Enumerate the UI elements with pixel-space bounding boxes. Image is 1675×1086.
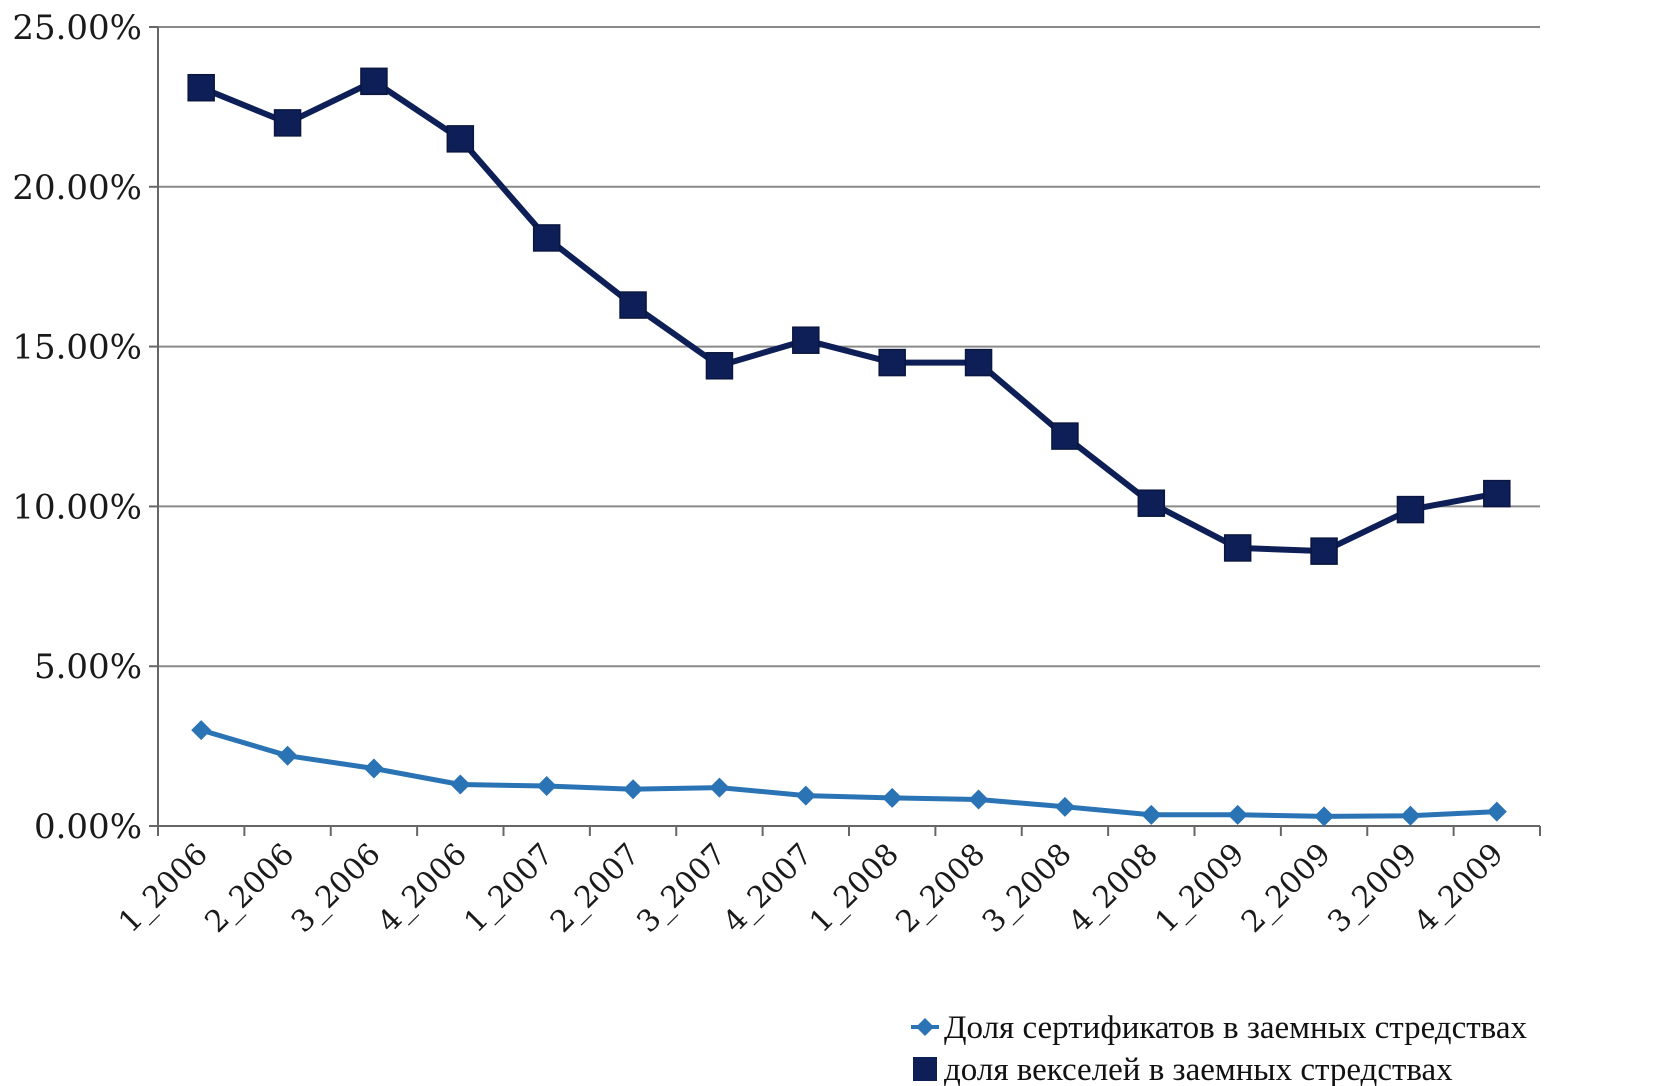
- data-point: [709, 777, 730, 798]
- x-tick-label: 2_2009: [1235, 837, 1338, 940]
- gridlines: [158, 26, 1540, 668]
- y-tick-label: 5.00%: [34, 647, 142, 687]
- legend-item: доля векселей в заемных стредствах: [913, 1052, 1453, 1086]
- legend-label: доля векселей в заемных стредствах: [944, 1052, 1453, 1086]
- x-tick-label: 1_2008: [803, 837, 906, 940]
- x-tick-label: 3_2006: [285, 837, 388, 940]
- data-point: [1223, 534, 1252, 562]
- axes: [157, 27, 1540, 827]
- series-line: [200, 727, 1497, 819]
- y-tick-label: 0.00%: [34, 807, 142, 847]
- data-point: [446, 125, 475, 153]
- data-point: [882, 787, 903, 808]
- data-point: [964, 348, 993, 377]
- legend-swatch-marker: [916, 1018, 934, 1036]
- x-tick-label: 2_2007: [544, 837, 647, 940]
- data-point: [1400, 805, 1421, 826]
- data-point: [968, 789, 989, 810]
- data-point: [1137, 489, 1166, 517]
- x-tick-label: 3_2008: [976, 837, 1079, 940]
- x-tick-label: 1_2006: [112, 837, 215, 940]
- data-point: [1227, 804, 1248, 825]
- legend-label: Доля сертификатов в заемных стредствах: [944, 1010, 1527, 1046]
- series-2: [187, 67, 1511, 565]
- series-1: [191, 720, 1507, 827]
- data-point: [1396, 495, 1425, 524]
- data-point: [1310, 537, 1338, 565]
- data-point: [273, 109, 302, 137]
- data-point: [277, 745, 298, 766]
- series-line: [200, 78, 1498, 555]
- data-point: [1483, 479, 1511, 508]
- x-tick-label: 2_2008: [889, 837, 992, 940]
- data-point: [536, 776, 557, 797]
- x-tick-label: 1_2007: [458, 837, 561, 940]
- y-tick-label: 10.00%: [12, 487, 142, 527]
- y-axis-ticks: 0.00% 5.00% 10.00% 15.00% 20.00% 25.00%: [12, 8, 158, 847]
- data-point: [1486, 801, 1507, 822]
- data-point: [1054, 796, 1075, 817]
- data-point: [1314, 806, 1335, 827]
- data-point: [187, 73, 215, 102]
- data-point: [795, 785, 816, 806]
- x-tick-label: 2_2006: [198, 837, 301, 940]
- data-point: [878, 348, 906, 377]
- data-point: [532, 224, 561, 252]
- data-point: [363, 758, 384, 779]
- data-point: [1051, 422, 1079, 450]
- y-tick-label: 15.00%: [12, 328, 142, 368]
- x-tick-label: 3_2009: [1321, 837, 1424, 940]
- x-tick-label: 4_2009: [1408, 837, 1511, 940]
- x-tick-label: 1_2009: [1149, 837, 1252, 940]
- legend-swatch-marker: [913, 1057, 937, 1081]
- x-tick-label: 4_2008: [1062, 837, 1165, 940]
- y-tick-label: 25.00%: [12, 8, 142, 48]
- data-point: [360, 67, 388, 96]
- data-point: [1141, 804, 1162, 825]
- data-point: [792, 326, 820, 354]
- data-point: [450, 774, 471, 795]
- x-tick-label: 4_2007: [717, 837, 820, 940]
- data-point: [623, 779, 644, 800]
- x-tick-label: 4_2006: [371, 837, 474, 940]
- data-point: [705, 352, 734, 380]
- legend: Доля сертификатов в заемных стредствах до…: [911, 1010, 1527, 1086]
- data-point: [619, 291, 647, 319]
- series-group: [187, 67, 1511, 827]
- x-tick-label: 3_2007: [630, 837, 733, 940]
- data-point: [191, 720, 212, 741]
- y-tick-label: 20.00%: [12, 168, 142, 208]
- legend-item: Доля сертификатов в заемных стредствах: [911, 1010, 1527, 1046]
- x-axis-ticks: 1_20062_20063_20064_20061_20072_20073_20…: [112, 826, 1541, 940]
